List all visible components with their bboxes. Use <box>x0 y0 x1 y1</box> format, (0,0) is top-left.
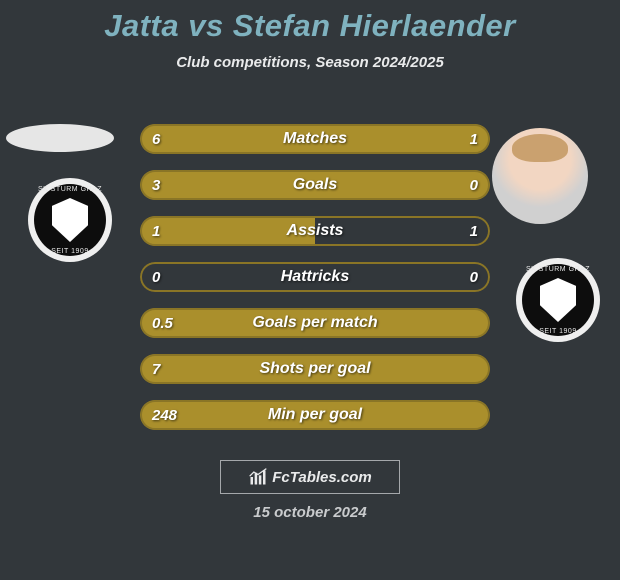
stat-row: 7Shots per goal <box>140 354 490 384</box>
stat-label: Min per goal <box>140 400 490 430</box>
stat-label: Matches <box>140 124 490 154</box>
player-avatar-left <box>6 124 114 152</box>
stat-row: 0.5Goals per match <box>140 308 490 338</box>
stat-row: 61Matches <box>140 124 490 154</box>
player-avatar-right <box>492 128 588 224</box>
stat-label: Hattricks <box>140 262 490 292</box>
stat-label: Goals per match <box>140 308 490 338</box>
stat-row: 248Min per goal <box>140 400 490 430</box>
page-title: Jatta vs Stefan Hierlaender <box>0 0 620 44</box>
watermark: FcTables.com <box>220 460 400 494</box>
stat-label: Goals <box>140 170 490 200</box>
stat-row: 11Assists <box>140 216 490 246</box>
subtitle: Club competitions, Season 2024/2025 <box>0 54 620 71</box>
club-badge-left <box>28 178 112 262</box>
stat-row: 00Hattricks <box>140 262 490 292</box>
stat-label: Assists <box>140 216 490 246</box>
date-text: 15 october 2024 <box>0 504 620 521</box>
watermark-text: FcTables.com <box>272 469 371 486</box>
stat-label: Shots per goal <box>140 354 490 384</box>
stats-comparison: 61Matches 30Goals 11Assists 00Hattricks 0.5G… <box>140 124 490 446</box>
stat-row: 30Goals <box>140 170 490 200</box>
club-badge-right <box>516 258 600 342</box>
bar-chart-icon <box>248 467 268 487</box>
